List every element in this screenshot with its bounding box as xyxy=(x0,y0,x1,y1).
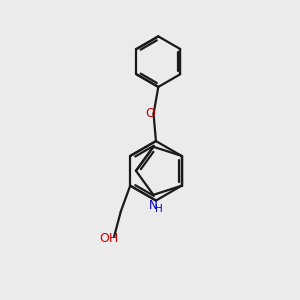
Text: H: H xyxy=(155,204,163,214)
Text: N: N xyxy=(149,199,158,212)
Text: O: O xyxy=(145,107,154,120)
Text: OH: OH xyxy=(99,232,118,244)
